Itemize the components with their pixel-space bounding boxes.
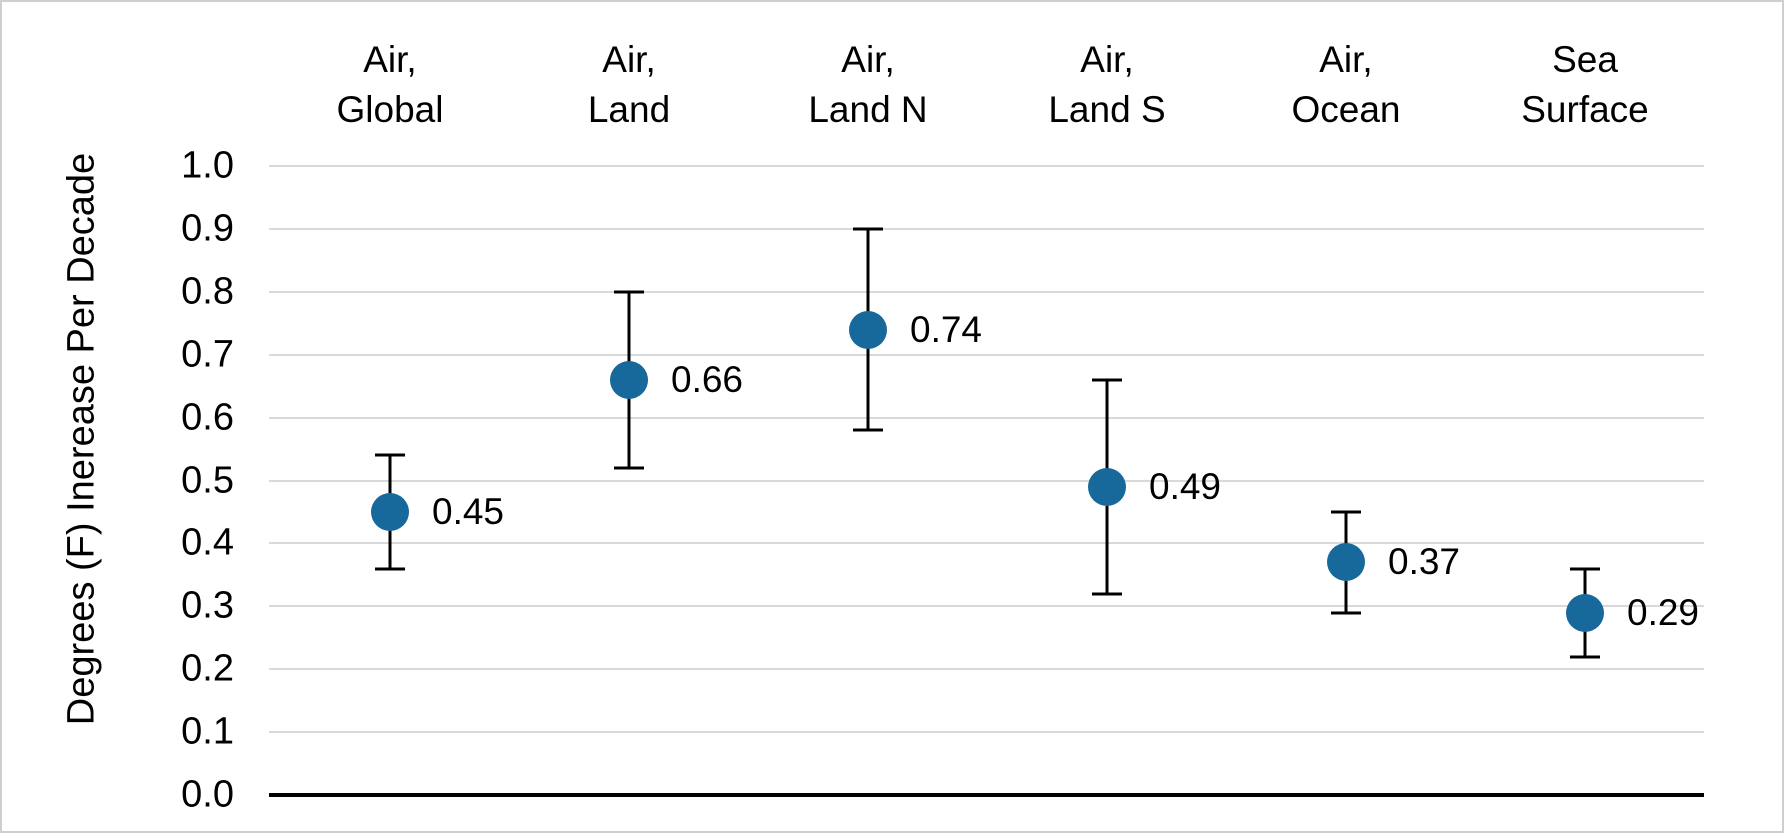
error-bar-cap-bottom <box>1331 611 1361 615</box>
category-label-line: Air, <box>841 39 895 80</box>
error-bar-cap-top <box>614 290 644 294</box>
error-bar-cap-bottom <box>1570 655 1600 659</box>
data-point-label: 0.37 <box>1388 541 1461 583</box>
y-tick-label: 0.3 <box>181 584 234 627</box>
error-bar-cap-top <box>1331 510 1361 514</box>
category-label-line: Land S <box>1048 89 1166 130</box>
category-label-line: Land N <box>808 89 928 130</box>
data-point-label: 0.29 <box>1627 591 1700 633</box>
y-tick-label: 0.8 <box>181 270 234 313</box>
error-bar-cap-top <box>1570 567 1600 571</box>
error-bar-cap-bottom <box>375 567 405 571</box>
data-point-marker <box>610 360 648 399</box>
error-bar-cap-bottom <box>1092 592 1122 596</box>
error-bar-cap-top <box>1092 378 1122 382</box>
error-bar-cap-bottom <box>614 466 644 470</box>
x-axis-line <box>269 793 1704 797</box>
category-label: Air, Ocean <box>1291 35 1400 135</box>
gridline <box>269 731 1704 734</box>
y-tick-label: 1.0 <box>181 144 234 187</box>
category-label-line: Land <box>587 89 671 130</box>
y-tick-label: 0.4 <box>181 521 234 564</box>
category-label-line: Air, <box>602 39 656 80</box>
data-point-marker <box>371 492 409 531</box>
gridline <box>269 353 1704 356</box>
gridline <box>269 416 1704 419</box>
error-bar-cap-bottom <box>853 428 883 432</box>
category-label-line: Ocean <box>1291 89 1401 130</box>
y-tick-label: 0.5 <box>181 459 234 501</box>
category-label-line: Air, <box>1080 39 1134 80</box>
data-point-marker <box>1088 467 1126 506</box>
data-point-marker <box>849 310 887 349</box>
category-label-line: Surface <box>1521 89 1649 130</box>
category-label-line: Sea <box>1552 39 1618 80</box>
gridline <box>269 165 1704 167</box>
gridline <box>269 479 1704 482</box>
y-tick-label: 0.2 <box>181 647 234 690</box>
data-point-marker <box>1327 543 1365 582</box>
data-point-marker <box>1566 593 1604 632</box>
category-label-line: Air, <box>1319 39 1373 80</box>
data-point-label: 0.45 <box>432 490 505 532</box>
category-label: Air, Global <box>337 35 444 135</box>
category-label-line: Air, <box>363 39 417 80</box>
error-bar-cap-top <box>853 227 883 231</box>
data-point-label: 0.74 <box>910 308 983 350</box>
y-tick-label: 0.9 <box>181 207 234 250</box>
category-label: Air, Land <box>588 35 670 135</box>
category-label: Air, Land S <box>1048 35 1165 135</box>
category-label: Air, Land N <box>808 35 927 135</box>
error-bar-cap-top <box>375 453 405 457</box>
gridline <box>269 605 1704 608</box>
category-label: Sea Surface <box>1521 35 1649 135</box>
y-tick-label: 0.0 <box>181 773 234 816</box>
y-axis-title: Degrees (F) Inerease Per Decade <box>60 152 103 726</box>
gridline <box>269 668 1704 671</box>
gridline <box>269 227 1704 230</box>
category-label-line: Global <box>336 89 444 130</box>
y-tick-label: 0.6 <box>181 396 234 439</box>
y-tick-label: 0.1 <box>181 710 234 753</box>
data-point-label: 0.49 <box>1149 465 1222 507</box>
gridline <box>269 542 1704 545</box>
gridline <box>269 290 1704 293</box>
data-point-label: 0.66 <box>671 358 744 400</box>
y-tick-label: 0.7 <box>181 333 234 376</box>
